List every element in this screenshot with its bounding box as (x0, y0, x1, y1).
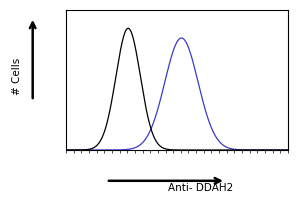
Text: Anti- DDAH2: Anti- DDAH2 (168, 183, 234, 193)
Text: # Cells: # Cells (11, 57, 22, 95)
